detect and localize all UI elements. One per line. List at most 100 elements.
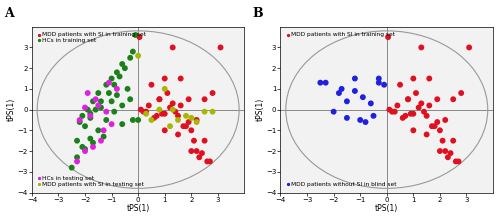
- Point: [108, 100, 116, 103]
- Point: [406, 112, 414, 116]
- Point: [380, 83, 388, 86]
- Point: [449, 97, 457, 101]
- Point: [412, 91, 420, 95]
- Point: [68, 166, 76, 169]
- Point: [438, 139, 446, 143]
- Point: [390, 110, 398, 114]
- Point: [108, 77, 116, 80]
- Point: [394, 104, 402, 107]
- Point: [148, 118, 156, 122]
- Point: [150, 116, 158, 120]
- Point: [322, 81, 330, 84]
- Point: [76, 120, 84, 124]
- Point: [465, 46, 473, 49]
- Point: [396, 83, 404, 86]
- Point: [110, 83, 118, 86]
- Point: [160, 128, 168, 132]
- Point: [92, 97, 100, 101]
- Point: [174, 118, 182, 122]
- Point: [208, 110, 216, 114]
- Point: [356, 118, 364, 122]
- Point: [200, 110, 208, 114]
- Point: [160, 112, 168, 116]
- Point: [404, 97, 412, 101]
- Point: [184, 120, 192, 124]
- Point: [457, 91, 465, 95]
- Point: [113, 71, 121, 74]
- Point: [452, 160, 460, 163]
- Point: [176, 104, 184, 107]
- Point: [176, 77, 184, 80]
- Point: [375, 81, 383, 84]
- Point: [148, 83, 156, 86]
- Point: [102, 118, 110, 122]
- Point: [449, 139, 457, 143]
- Point: [410, 112, 418, 116]
- Point: [78, 114, 86, 117]
- Point: [410, 77, 418, 80]
- Point: [168, 102, 176, 105]
- Point: [86, 116, 94, 120]
- Point: [86, 112, 94, 116]
- Point: [370, 114, 378, 117]
- Point: [81, 147, 89, 151]
- Point: [100, 128, 108, 132]
- Point: [434, 120, 442, 124]
- Point: [200, 97, 208, 101]
- Point: [129, 50, 137, 53]
- Point: [76, 118, 84, 122]
- Point: [180, 125, 188, 128]
- Point: [441, 118, 449, 122]
- Point: [89, 100, 97, 103]
- Point: [386, 108, 394, 111]
- Point: [335, 91, 343, 95]
- Point: [86, 137, 94, 140]
- Point: [105, 91, 113, 95]
- Point: [343, 116, 351, 120]
- Point: [102, 83, 110, 86]
- Point: [140, 110, 147, 114]
- Point: [330, 110, 338, 114]
- Point: [126, 97, 134, 101]
- Point: [73, 139, 81, 143]
- Point: [94, 128, 102, 132]
- Point: [78, 145, 86, 149]
- Point: [182, 114, 190, 117]
- Point: [428, 125, 436, 128]
- Point: [192, 149, 200, 153]
- Point: [190, 139, 198, 143]
- Point: [94, 104, 102, 107]
- Point: [200, 139, 208, 143]
- Point: [206, 160, 214, 163]
- Point: [94, 91, 102, 95]
- Point: [184, 97, 192, 101]
- Point: [375, 77, 383, 80]
- Point: [84, 91, 92, 95]
- Point: [81, 125, 89, 128]
- X-axis label: tPS(1): tPS(1): [126, 204, 150, 213]
- Point: [118, 62, 126, 66]
- Point: [113, 87, 121, 91]
- Point: [404, 97, 412, 101]
- Point: [145, 104, 153, 107]
- Legend: MDD patients without SI in blind set: MDD patients without SI in blind set: [286, 181, 398, 188]
- Point: [168, 46, 176, 49]
- Point: [436, 128, 444, 132]
- Point: [418, 46, 426, 49]
- Point: [156, 97, 164, 101]
- Text: A: A: [4, 7, 14, 20]
- Point: [434, 97, 442, 101]
- Point: [105, 81, 113, 84]
- Point: [198, 151, 206, 155]
- Point: [454, 160, 462, 163]
- Point: [126, 56, 134, 60]
- Point: [164, 91, 172, 95]
- Point: [134, 118, 142, 122]
- Point: [203, 160, 211, 163]
- Point: [110, 110, 118, 114]
- Point: [351, 89, 359, 93]
- Y-axis label: tPS(1): tPS(1): [7, 98, 16, 121]
- Point: [426, 104, 434, 107]
- Point: [168, 108, 176, 111]
- Point: [116, 75, 124, 78]
